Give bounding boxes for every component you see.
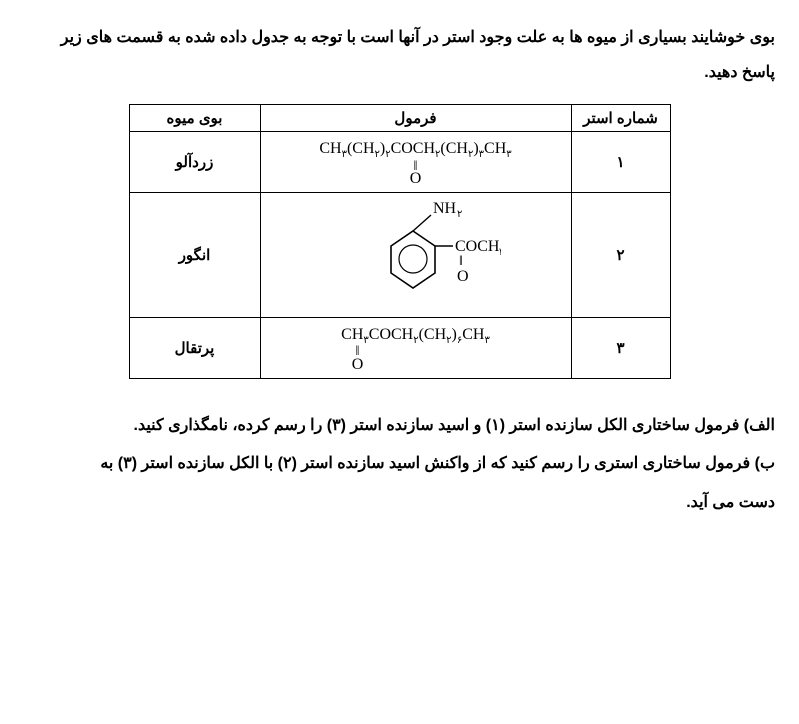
svg-text:COCH: COCH <box>455 238 500 255</box>
sub-questions: الف) فرمول ساختاری الکل سازنده استر (۱) … <box>24 407 775 522</box>
question-heading: بوی خوشایند بسیاری از میوه ها به علت وجو… <box>24 20 775 90</box>
header-formula: فرمول <box>260 105 571 132</box>
table-row: ۱ CH۳(CH۲)۲COCH۲(CH۲)۳CH۳ ‖ O زردآلو <box>129 132 670 193</box>
ester-table: شماره استر فرمول بوی میوه ۱ CH۳(CH۲)۲COC… <box>129 104 671 379</box>
cell-num: ۳ <box>571 318 670 379</box>
header-fruit: بوی میوه <box>129 105 260 132</box>
svg-text:‖: ‖ <box>459 254 463 269</box>
cell-num: ۱ <box>571 132 670 193</box>
benzene-structure-icon: NH ۲ COCH ۳ ‖ <box>331 201 501 311</box>
formula-line: CH۳(CH۲)۲COCH۲(CH۲)۳CH۳ <box>267 140 565 160</box>
cell-num: ۲ <box>571 193 670 318</box>
cell-formula: CH۳(CH۲)۲COCH۲(CH۲)۳CH۳ ‖ O <box>260 132 571 193</box>
question-a: الف) فرمول ساختاری الکل سازنده استر (۱) … <box>24 407 775 445</box>
svg-text:۳: ۳ <box>499 247 501 258</box>
svg-text:۲: ۲ <box>457 209 462 220</box>
cell-formula: CH۳COCH۲(CH۲)۶CH۳ ‖ O <box>260 318 571 379</box>
table-container: شماره استر فرمول بوی میوه ۱ CH۳(CH۲)۲COC… <box>24 104 775 379</box>
svg-text:NH: NH <box>433 201 457 217</box>
cell-fruit: پرتقال <box>129 318 260 379</box>
cell-formula: NH ۲ COCH ۳ ‖ <box>260 193 571 318</box>
question-b-line1: ب) فرمول ساختاری استری را رسم کنید که از… <box>24 445 775 483</box>
formula-oxygen: O <box>267 172 565 186</box>
table-header-row: شماره استر فرمول بوی میوه <box>129 105 670 132</box>
formula-line: CH۳COCH۲(CH۲)۶CH۳ <box>267 326 565 346</box>
table-row: ۲ NH ۲ <box>129 193 670 318</box>
cell-fruit: زردآلو <box>129 132 260 193</box>
header-num: شماره استر <box>571 105 670 132</box>
cell-fruit: انگور <box>129 193 260 318</box>
table-row: ۳ CH۳COCH۲(CH۲)۶CH۳ ‖ O پرتقال <box>129 318 670 379</box>
question-b-line2: دست می آید. <box>24 484 775 522</box>
svg-text:O: O <box>457 268 469 285</box>
